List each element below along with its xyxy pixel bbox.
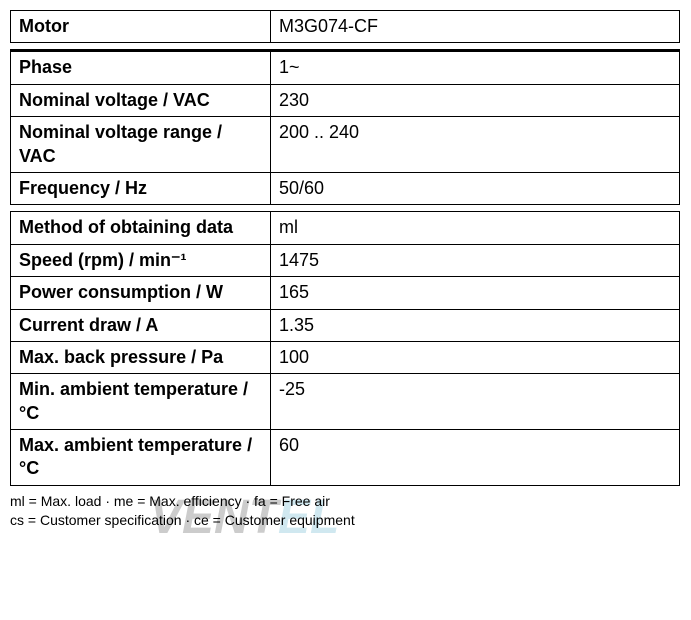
- cell-value: 230: [271, 84, 680, 116]
- cell-value: 50/60: [271, 172, 680, 204]
- table-row: Speed (rpm) / min⁻¹ 1475: [11, 244, 680, 276]
- table-row: Phase 1~: [11, 51, 680, 84]
- cell-value: 1475: [271, 244, 680, 276]
- table-row: Power consumption / W 165: [11, 277, 680, 309]
- cell-label: Nominal voltage / VAC: [11, 84, 271, 116]
- table-row: Max. ambient temperature / °C 60: [11, 430, 680, 486]
- cell-value: 1~: [271, 51, 680, 84]
- cell-label: Min. ambient temperature / °C: [11, 374, 271, 430]
- cell-value: 165: [271, 277, 680, 309]
- cell-value: 200 .. 240: [271, 117, 680, 173]
- performance-table: Method of obtaining data ml Speed (rpm) …: [10, 211, 680, 486]
- cell-label: Phase: [11, 51, 271, 84]
- cell-label: Max. back pressure / Pa: [11, 341, 271, 373]
- motor-table: Motor M3G074-CF: [10, 10, 680, 43]
- cell-label: Motor: [11, 11, 271, 43]
- table-row: Max. back pressure / Pa 100: [11, 341, 680, 373]
- cell-value: 60: [271, 430, 680, 486]
- cell-label: Method of obtaining data: [11, 212, 271, 244]
- footnote-line2: cs = Customer specification · ce = Custo…: [10, 511, 681, 531]
- cell-label: Frequency / Hz: [11, 172, 271, 204]
- page-container: VENTEL Motor M3G074-CF Phase 1~ Nominal …: [10, 10, 681, 531]
- cell-value: 100: [271, 341, 680, 373]
- cell-label: Power consumption / W: [11, 277, 271, 309]
- cell-label: Speed (rpm) / min⁻¹: [11, 244, 271, 276]
- table-row: Method of obtaining data ml: [11, 212, 680, 244]
- table-row: Motor M3G074-CF: [11, 11, 680, 43]
- cell-label: Nominal voltage range / VAC: [11, 117, 271, 173]
- table-row: Current draw / A 1.35: [11, 309, 680, 341]
- cell-label: Max. ambient temperature / °C: [11, 430, 271, 486]
- cell-value: -25: [271, 374, 680, 430]
- electrical-table: Phase 1~ Nominal voltage / VAC 230 Nomin…: [10, 49, 680, 205]
- cell-value: ml: [271, 212, 680, 244]
- cell-value: 1.35: [271, 309, 680, 341]
- cell-label: Current draw / A: [11, 309, 271, 341]
- cell-value: M3G074-CF: [271, 11, 680, 43]
- footnote-line1: ml = Max. load · me = Max. efficiency · …: [10, 492, 681, 512]
- footnote: ml = Max. load · me = Max. efficiency · …: [10, 492, 681, 531]
- table-row: Frequency / Hz 50/60: [11, 172, 680, 204]
- table-row: Nominal voltage range / VAC 200 .. 240: [11, 117, 680, 173]
- table-row: Min. ambient temperature / °C -25: [11, 374, 680, 430]
- table-row: Nominal voltage / VAC 230: [11, 84, 680, 116]
